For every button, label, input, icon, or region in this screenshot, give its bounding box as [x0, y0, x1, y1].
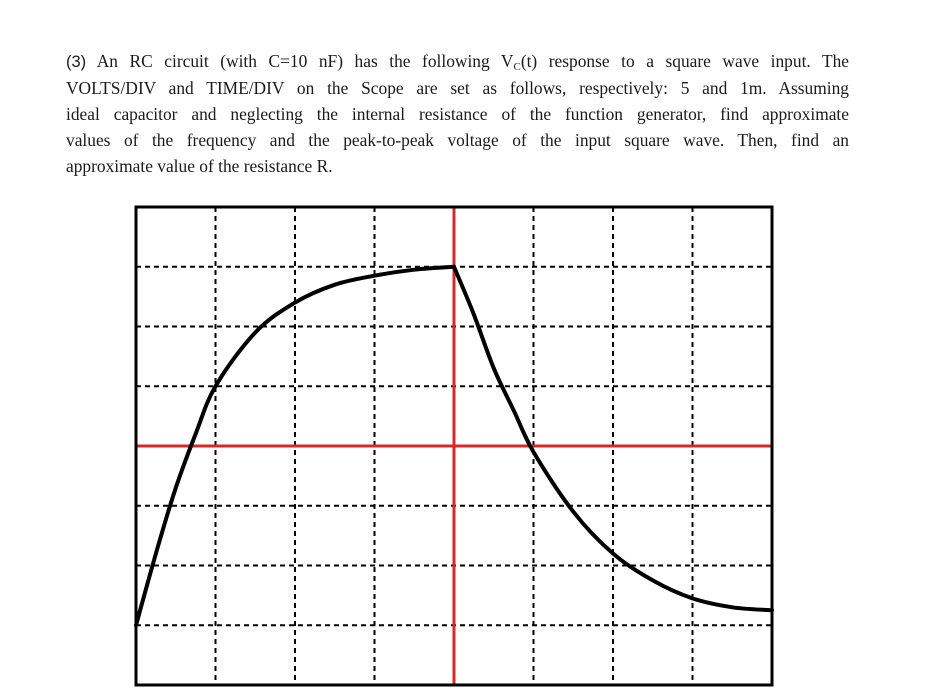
problem-line-1: (3) An RC circuit (with C=10 nF) has the… [66, 51, 850, 73]
oscilloscope-screen [134, 205, 774, 687]
problem-line-2: VOLTS/DIV and TIME/DIV on the Scope are … [66, 78, 849, 98]
scope-frame [134, 205, 774, 687]
scope-center-axes [136, 207, 772, 685]
problem-line-4: values of the frequency and the peak-to-… [66, 130, 849, 150]
problem-number: (3) [66, 53, 87, 71]
problem-statement: (3) An RC circuit (with C=10 nF) has the… [66, 48, 849, 179]
capacitor-voltage-trace [134, 264, 774, 628]
problem-line-5: approximate value of the resistance R. [66, 156, 333, 176]
charging-curve [134, 264, 456, 628]
discharging-curve [452, 264, 774, 613]
problem-line-3: ideal capacitor and neglecting the inter… [66, 104, 849, 124]
